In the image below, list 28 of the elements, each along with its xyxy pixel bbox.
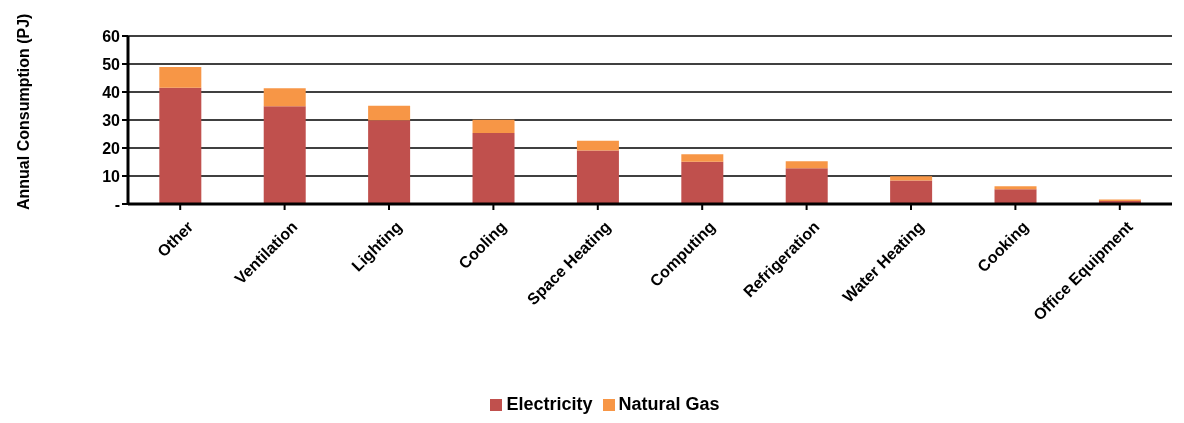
- legend-label: Natural Gas: [618, 394, 720, 414]
- bar: [472, 119, 515, 133]
- y-tick-label: 10: [102, 167, 121, 185]
- bar: [159, 87, 202, 204]
- bar: [890, 176, 933, 181]
- bar: [263, 106, 306, 204]
- y-tick-label: -: [114, 195, 120, 213]
- bar: [472, 132, 515, 204]
- bar: [681, 161, 724, 204]
- legend-label: Electricity: [506, 394, 593, 414]
- bar: [368, 120, 411, 204]
- bar: [576, 150, 619, 204]
- y-tick-label: 30: [102, 111, 121, 129]
- bar: [159, 67, 202, 88]
- bar: [576, 140, 619, 151]
- bar: [994, 189, 1037, 204]
- bar: [785, 168, 828, 204]
- bar: [785, 161, 828, 169]
- bar: [890, 180, 933, 204]
- y-tick-label: 50: [102, 55, 121, 73]
- y-tick-label: 40: [102, 83, 121, 101]
- bar: [263, 88, 306, 107]
- bar: [681, 154, 724, 162]
- y-tick-label: 20: [102, 139, 121, 157]
- y-tick-label: 60: [102, 27, 121, 45]
- bar: [368, 105, 411, 121]
- y-axis-title: Annual Consumption (PJ): [14, 13, 32, 210]
- bar: [994, 186, 1037, 190]
